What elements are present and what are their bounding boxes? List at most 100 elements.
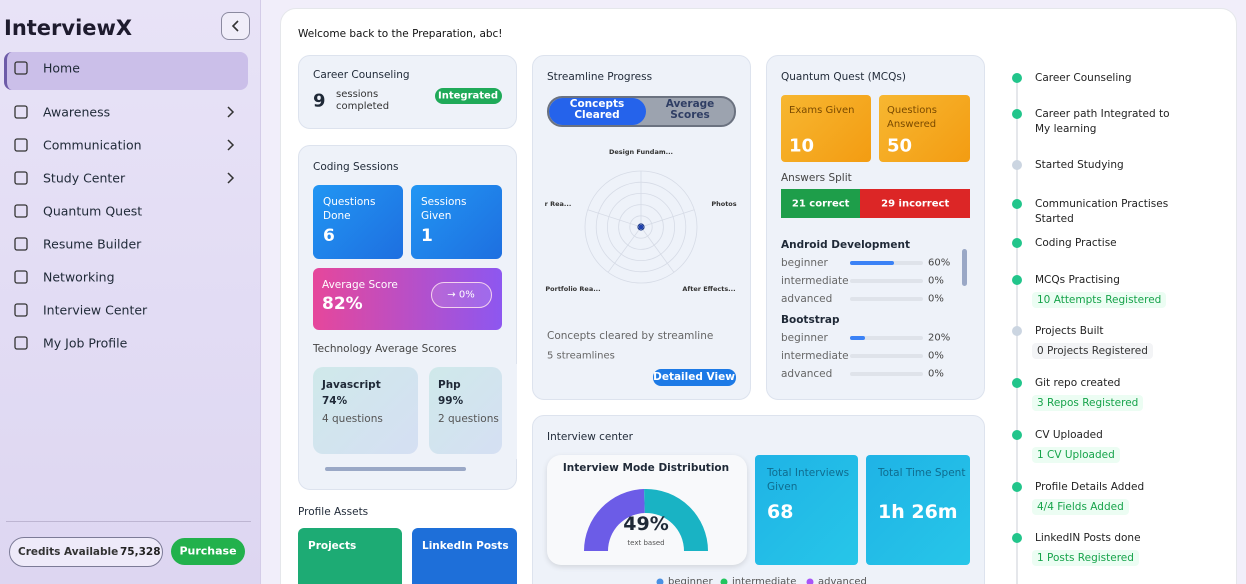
level-bar [850, 261, 894, 265]
tech-name: Php [438, 379, 461, 391]
radar-label: After Effects... [682, 285, 736, 293]
radar-label: Design Fundam... [608, 148, 674, 156]
level-track [850, 354, 923, 358]
tech-score: 99% [438, 395, 464, 407]
nav-label: My Job Profile [43, 335, 128, 351]
welcome-text: Welcome back to the Preparation, abc! [298, 28, 503, 40]
timeline-detail: 1 CV Uploaded [1032, 447, 1120, 463]
tile-value: 10 [789, 135, 815, 157]
level-bar [850, 336, 865, 340]
gauge-title: Interview Mode Distribution [562, 462, 730, 474]
level-track [850, 297, 923, 301]
topic-name: Android Development [781, 239, 910, 251]
split-label: 21 correct [791, 198, 850, 210]
toggle-active[interactable] [549, 98, 646, 125]
gauge-label: 49% [623, 513, 669, 535]
nav-item[interactable] [0, 54, 250, 82]
interview-stat [866, 455, 970, 565]
detail-button[interactable] [653, 369, 736, 386]
nav-label: Study Center [43, 170, 126, 186]
brand: InterviewX [4, 16, 133, 40]
tile-label: Exams Given [789, 105, 855, 116]
level-track [850, 336, 923, 340]
timeline-title: Career Counseling [1035, 72, 1132, 84]
stat-tile [411, 185, 502, 259]
asset-label: LinkedIn Posts [422, 540, 509, 552]
toggle-label[interactable]: Average Scores [665, 98, 715, 121]
timeline-title: CV Uploaded [1035, 429, 1103, 441]
level-value: 60% [928, 257, 951, 269]
timeline-detail: 1 Posts Registered [1032, 550, 1139, 566]
tech-count: 4 questions [322, 413, 383, 425]
tech-name: Javascript [322, 379, 381, 391]
level-value: 0% [928, 293, 944, 305]
timeline-title: Git repo created [1035, 377, 1121, 389]
level-track [850, 279, 923, 283]
tile-value: 82% [322, 294, 363, 314]
nav-label: Resume Builder [43, 236, 142, 252]
delta-label: → 0% [447, 289, 475, 301]
card-title: Streamline Progress [547, 71, 653, 83]
nav-item[interactable] [0, 98, 250, 126]
level-name: beginner [781, 332, 828, 344]
timeline-detail: 0 Projects Registered [1032, 343, 1153, 359]
caption: 5 streamlines [547, 350, 615, 362]
level-value: 20% [928, 332, 951, 344]
interview-stat [755, 455, 858, 565]
timeline-title: Projects Built [1035, 325, 1104, 337]
level-value: 0% [928, 275, 944, 287]
career-count: 9 [313, 90, 326, 112]
level-name: beginner [781, 257, 828, 269]
radar-label: Photos [711, 200, 737, 208]
toggle-label[interactable]: Concepts Cleared [569, 98, 625, 121]
level-value: 0% [928, 368, 944, 380]
tech-card [313, 367, 418, 454]
tile-label: Questions Done [323, 196, 376, 222]
tech-score: 74% [322, 395, 348, 407]
level-value: 0% [928, 350, 944, 362]
legend-label: intermediate [732, 576, 797, 584]
timeline-detail: 10 Attempts Registered [1032, 292, 1167, 308]
level-name: advanced [781, 293, 833, 305]
nav-label: Quantum Quest [43, 203, 143, 219]
purchase-button[interactable] [171, 538, 245, 565]
card-title: Career Counseling [313, 69, 410, 81]
card-title: Interview center [547, 431, 633, 443]
section-title: Profile Assets [298, 506, 369, 518]
tile-value: 1 [421, 226, 433, 246]
timeline-title: Career path Integrated to My learning [1035, 108, 1170, 135]
timeline-title: Started Studying [1035, 159, 1124, 171]
timeline-title: LinkedIN Posts done [1035, 532, 1141, 544]
stat-value: 1h 26m [878, 501, 958, 523]
split-correct [781, 189, 861, 218]
tile-value: 6 [323, 226, 335, 246]
stat-tile [313, 185, 403, 259]
radar-label: r Rea... [544, 200, 572, 208]
split-label: 29 incorrect [881, 198, 950, 210]
credits-pill [9, 537, 163, 567]
credits-label: Credits Available [18, 546, 119, 558]
stat-label: Total Interviews Given [767, 467, 850, 493]
radar-label: Portfolio Rea... [545, 285, 601, 293]
stat-label: Total Time Spent [878, 467, 966, 479]
card-title: Quantum Quest (MCQs) [781, 71, 906, 83]
badge [435, 88, 502, 104]
level-name: intermediate [781, 350, 849, 362]
legend-label: beginner [668, 576, 713, 584]
scroll-thumb [962, 249, 967, 286]
scrollbar [325, 467, 466, 471]
timeline-detail: 4/4 Fields Added [1032, 499, 1129, 515]
collapse-button[interactable] [221, 12, 250, 40]
stat-value: 68 [767, 501, 794, 523]
tech-card [429, 367, 502, 454]
badge-label: Integrated [438, 90, 498, 102]
tile-value: 50 [887, 135, 913, 157]
nav-label: Networking [43, 269, 115, 285]
section-title: Answers Split [781, 172, 852, 184]
nav-item[interactable] [0, 263, 250, 291]
clip-mask [502, 364, 517, 459]
timeline-title: MCQs Practising [1035, 274, 1120, 286]
divider [6, 521, 251, 522]
timeline-title: Communication Practises Started [1035, 198, 1169, 225]
